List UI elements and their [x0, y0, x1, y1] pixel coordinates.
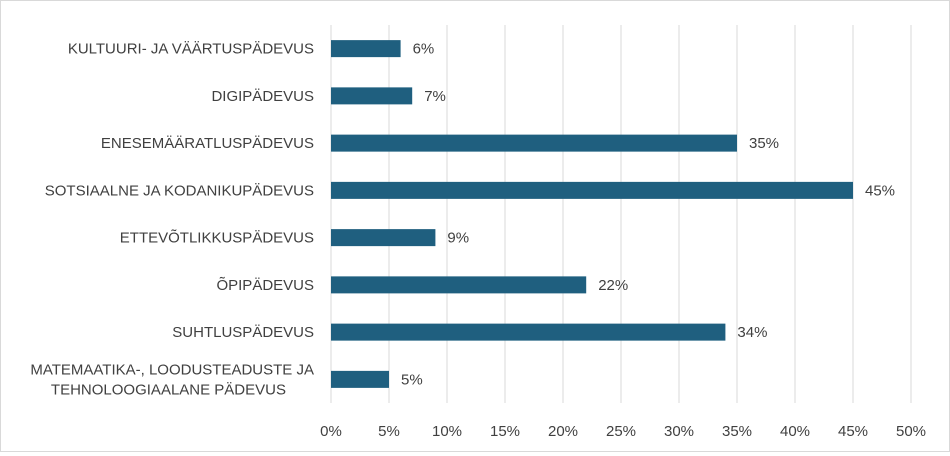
data-label: 35% [749, 135, 779, 152]
x-tick-label: 40% [780, 423, 810, 440]
data-label: 34% [737, 324, 767, 341]
x-axis-tick-labels: 0% 5% 10% 15% 20% 25% 30% 35% 40% 45% 50% [320, 423, 926, 440]
category-label: SOTSIAALNE JA KODANIKUPÄDEVUS [45, 182, 314, 199]
x-tick-label: 45% [838, 423, 868, 440]
x-tick-label: 50% [896, 423, 926, 440]
category-label: SUHTLUSPÄDEVUS [172, 324, 314, 341]
bar [331, 229, 436, 247]
x-tick-label: 0% [320, 423, 342, 440]
x-tick-label: 15% [490, 423, 520, 440]
category-label: ETTEVÕTLIKKUSPÄDEVUS [120, 230, 314, 247]
bar [331, 134, 737, 152]
category-label: ÕPIPÄDEVUS [216, 277, 314, 294]
bar [331, 181, 853, 199]
data-label: 6% [413, 41, 435, 58]
category-label-line: SOTSIAALNE JA KODANIKUPÄDEVUS [45, 182, 314, 199]
x-tick-label: 25% [606, 423, 636, 440]
category-labels: KULTUURI- JA VÄÄRTUSPÄDEVUS DIGIPÄDEVUS EN… [30, 41, 314, 399]
bar [331, 40, 401, 58]
bars [331, 40, 853, 388]
x-tick-label: 30% [664, 423, 694, 440]
data-label: 7% [424, 88, 446, 105]
category-label-line: ÕPIPÄDEVUS [216, 277, 314, 294]
bar [331, 87, 413, 105]
category-label-line: DIGIPÄDEVUS [211, 88, 314, 105]
data-labels: 6% 7% 35% 45% 9% 22% 34% 5% [401, 41, 895, 389]
category-label: MATEMAATIKA-, LOODUSTEADUSTE JA TEHNOLOOG… [30, 361, 314, 398]
category-label-line: MATEMAATIKA-, LOODUSTEADUSTE JA [30, 361, 314, 378]
category-label-line: SUHTLUSPÄDEVUS [172, 324, 314, 341]
x-tick-label: 20% [548, 423, 578, 440]
category-label: ENESEMÄÄRATLUSPÄDEVUS [101, 135, 314, 152]
category-label-line: KULTUURI- JA VÄÄRTUSPÄDEVUS [68, 41, 314, 58]
data-label: 45% [865, 182, 895, 199]
category-label-line: ETTEVÕTLIKKUSPÄDEVUS [120, 230, 314, 247]
data-label: 9% [447, 230, 469, 247]
x-tick-label: 10% [432, 423, 462, 440]
category-label: DIGIPÄDEVUS [211, 88, 314, 105]
category-label: KULTUURI- JA VÄÄRTUSPÄDEVUS [68, 41, 314, 58]
bar [331, 276, 587, 294]
bar [331, 323, 726, 341]
data-label: 5% [401, 371, 423, 388]
gridlines [330, 25, 912, 403]
category-label-line: TEHNOLOOGIAALANE PÄDEVUS [51, 381, 286, 398]
category-label-line: ENESEMÄÄRATLUSPÄDEVUS [101, 135, 314, 152]
x-tick-label: 5% [378, 423, 400, 440]
x-tick-label: 35% [722, 423, 752, 440]
bar [331, 370, 389, 388]
data-label: 22% [598, 277, 628, 294]
